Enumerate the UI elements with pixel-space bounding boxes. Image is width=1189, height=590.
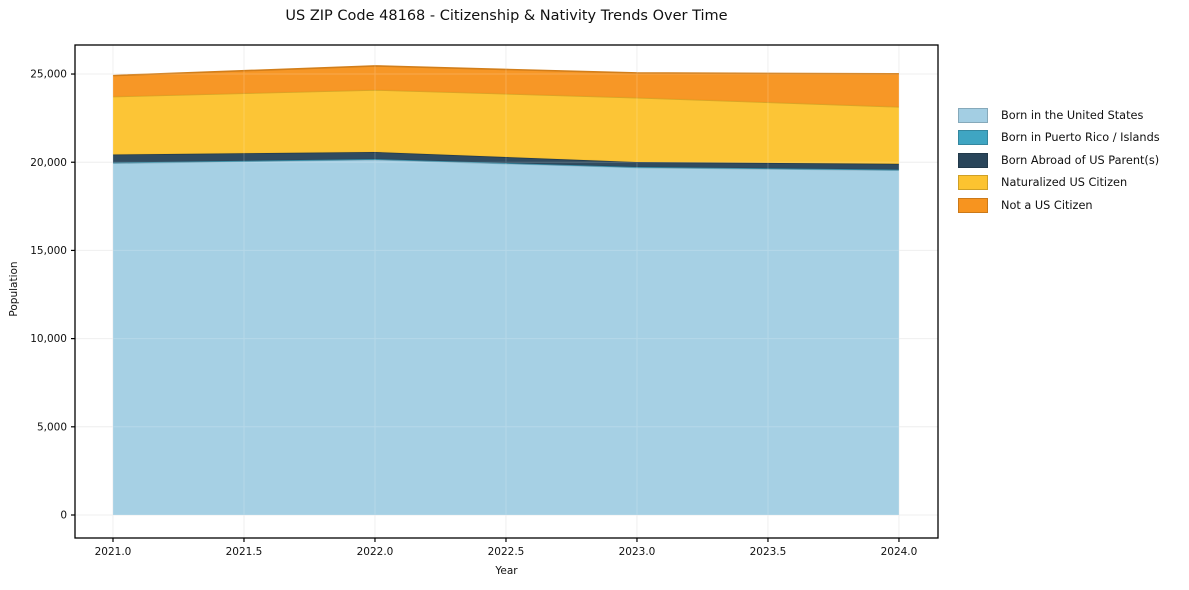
legend-label: Born Abroad of US Parent(s) — [1001, 153, 1160, 167]
area-series-group — [112, 65, 899, 515]
legend-item: Born in Puerto Rico / Islands — [958, 127, 1160, 150]
x-tick-label: 2021.5 — [226, 546, 263, 558]
x-tick-label: 2022.5 — [488, 546, 525, 558]
x-tick-label: 2021.0 — [95, 546, 132, 558]
legend-item: Born in the United States — [958, 104, 1160, 127]
legend-item: Naturalized US Citizen — [958, 172, 1160, 195]
y-tick-label: 20,000 — [30, 157, 67, 169]
legend-item: Born Abroad of US Parent(s) — [958, 149, 1160, 172]
area-series-4 — [112, 65, 899, 107]
y-tick-label: 5,000 — [37, 421, 67, 433]
y-tick-label: 25,000 — [30, 69, 67, 81]
x-tick-label: 2024.0 — [881, 546, 918, 558]
legend-label: Not a US Citizen — [1001, 198, 1093, 212]
area-series-2 — [112, 151, 899, 170]
area-series-3 — [112, 89, 899, 164]
area-series-0 — [112, 159, 899, 515]
x-tick-label: 2022.0 — [357, 546, 394, 558]
legend-swatch-icon — [958, 152, 988, 168]
y-tick-label: 0 — [60, 510, 67, 522]
axis-ticks: 2021.0 2021.5 2022.0 2022.5 2023.0 2023.5 2024… — [30, 69, 917, 558]
legend-label: Born in the United States — [1001, 108, 1144, 122]
grid-overlay — [75, 45, 938, 538]
legend-swatch-icon — [958, 175, 988, 191]
x-tick-label: 2023.0 — [619, 546, 656, 558]
legend-label: Born in Puerto Rico / Islands — [1001, 131, 1160, 145]
legend: Born in the United States Born in Puerto … — [958, 104, 1160, 217]
x-tick-label: 2023.5 — [750, 546, 787, 558]
legend-swatch-icon — [958, 107, 988, 123]
x-axis-label: Year — [495, 565, 518, 577]
y-axis-label: Population — [8, 261, 20, 317]
legend-swatch-icon — [958, 130, 988, 146]
y-tick-label: 10,000 — [30, 333, 67, 345]
legend-label: Naturalized US Citizen — [1001, 176, 1128, 190]
legend-item: Not a US Citizen — [958, 194, 1160, 217]
y-tick-label: 15,000 — [30, 245, 67, 257]
chart-title: US ZIP Code 48168 - Citizenship & Nativi… — [285, 8, 728, 24]
legend-swatch-icon — [958, 197, 988, 213]
area-series-4-edge — [112, 65, 899, 77]
